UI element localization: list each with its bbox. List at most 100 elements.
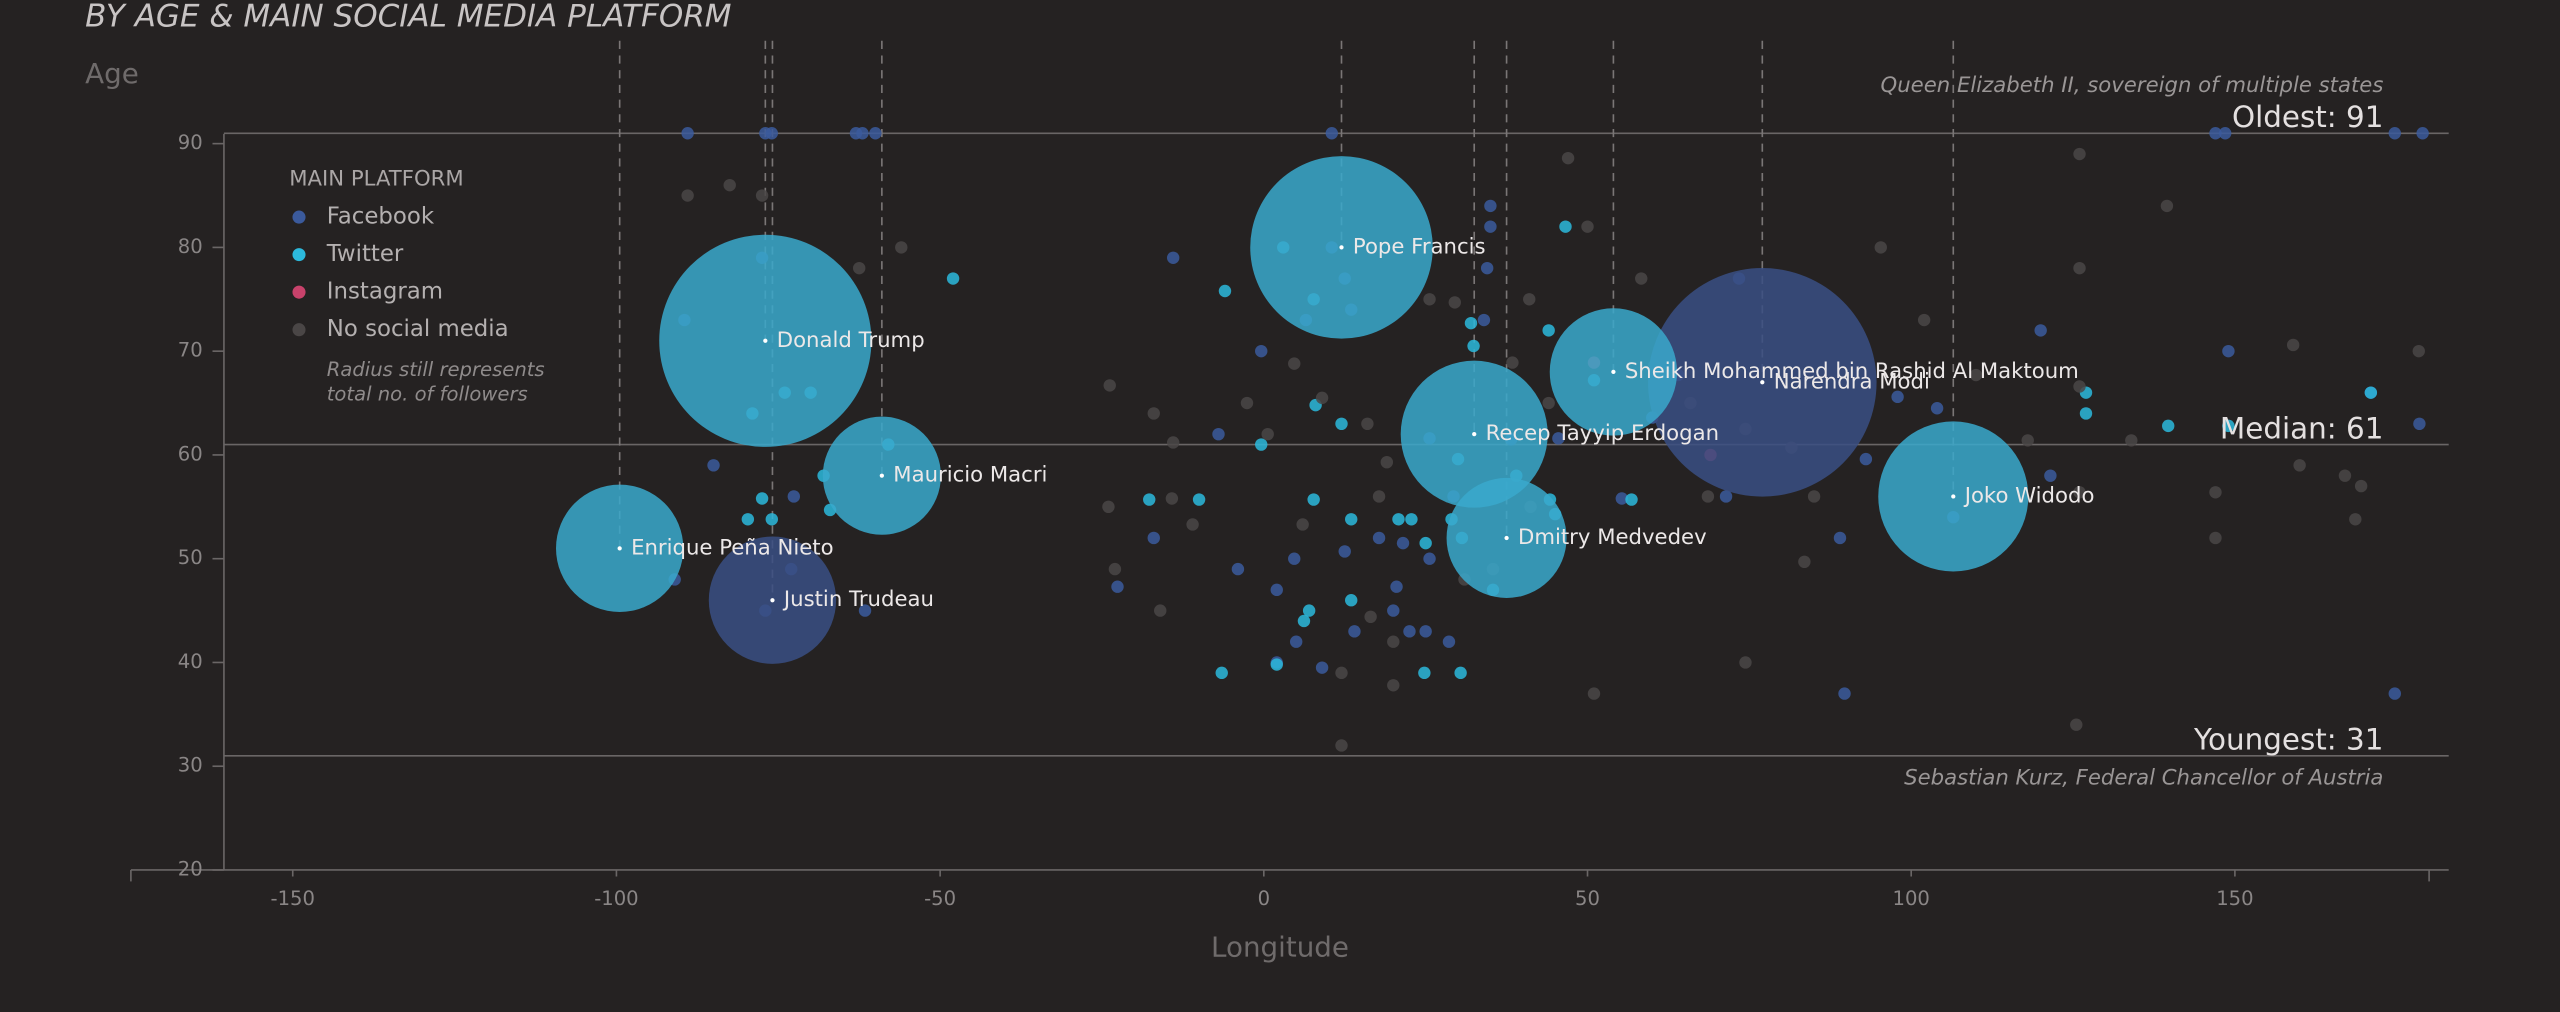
point xyxy=(1387,635,1400,648)
reference-note: Queen Elizabeth II, sovereign of multipl… xyxy=(1881,73,2384,98)
point xyxy=(1307,493,1320,506)
point xyxy=(723,178,736,192)
point xyxy=(1390,580,1403,593)
point xyxy=(1325,127,1338,140)
point xyxy=(1335,417,1348,431)
point xyxy=(1838,687,1851,700)
point xyxy=(1166,251,1180,264)
point xyxy=(2222,419,2235,433)
point xyxy=(2034,324,2047,337)
point xyxy=(1297,614,1311,628)
leader-center xyxy=(1339,245,1344,250)
point xyxy=(1387,604,1400,617)
point xyxy=(1969,368,1983,382)
legend-label: Facebook xyxy=(327,204,435,230)
point xyxy=(1403,625,1416,638)
point xyxy=(1255,438,1268,451)
point xyxy=(1581,220,1594,233)
legend-swatch xyxy=(292,210,306,224)
point xyxy=(2349,513,2362,526)
point xyxy=(765,127,779,140)
point xyxy=(2079,407,2093,420)
leader-center xyxy=(770,598,775,603)
x-tick-label: -100 xyxy=(594,887,638,910)
point xyxy=(1186,518,1199,531)
point xyxy=(1166,436,1180,449)
point xyxy=(1108,562,1122,576)
point xyxy=(946,272,960,285)
leader-label: Mauricio Macri xyxy=(893,463,1047,488)
point xyxy=(1859,452,1873,466)
point xyxy=(1807,490,1821,503)
leader-label: Pope Francis xyxy=(1353,234,1486,259)
point xyxy=(2021,434,2034,447)
x-tick-label: 0 xyxy=(1258,887,1270,910)
point xyxy=(858,604,872,617)
point xyxy=(1302,604,1316,617)
leader-label: Enrique Peña Nieto xyxy=(631,535,833,560)
point xyxy=(1296,518,1309,531)
leader-label: Justin Trudeau xyxy=(782,587,934,612)
point xyxy=(856,127,869,140)
point xyxy=(1523,293,1536,306)
point xyxy=(1448,296,1461,309)
point xyxy=(765,513,779,526)
point xyxy=(1405,513,1418,526)
point xyxy=(1917,313,1931,327)
point xyxy=(1542,396,1555,410)
x-tick-label: 150 xyxy=(2216,887,2253,910)
point xyxy=(1364,610,1377,624)
point xyxy=(2354,479,2368,493)
x-tick-label: -50 xyxy=(924,887,956,910)
legend-label: Twitter xyxy=(326,241,404,267)
point xyxy=(869,127,882,140)
point xyxy=(1552,432,1565,445)
legend-swatch xyxy=(292,248,306,262)
y-tick-label: 20 xyxy=(178,857,203,880)
point xyxy=(2338,469,2352,482)
point xyxy=(2070,718,2083,731)
point xyxy=(1154,604,1167,617)
point xyxy=(1798,555,1811,569)
point xyxy=(755,492,769,505)
point xyxy=(1315,391,1329,405)
legend-note: total no. of followers xyxy=(327,383,528,406)
point xyxy=(1387,679,1400,692)
point xyxy=(2388,127,2402,140)
reference-label: Oldest: 91 xyxy=(2232,100,2383,134)
y-tick-label: 30 xyxy=(178,754,203,777)
point xyxy=(1442,635,1456,648)
y-tick-label: 60 xyxy=(178,442,203,465)
point xyxy=(681,189,694,202)
point xyxy=(1891,390,1904,404)
point xyxy=(1615,492,1629,505)
point xyxy=(1212,427,1225,441)
leader-center xyxy=(1611,369,1616,375)
point xyxy=(1418,666,1431,680)
point xyxy=(1635,272,1648,285)
leader-center xyxy=(1472,432,1477,437)
point xyxy=(1477,313,1491,327)
point xyxy=(2222,344,2235,358)
legend-title: MAIN PLATFORM xyxy=(289,167,463,192)
leader-center xyxy=(1760,380,1765,385)
point xyxy=(2209,127,2222,140)
point xyxy=(1484,199,1497,213)
chart-title: BY AGE & MAIN SOCIAL MEDIA PLATFORM xyxy=(85,0,731,34)
point xyxy=(1192,493,1206,506)
y-axis-title: Age xyxy=(85,57,139,90)
point xyxy=(1506,356,1519,369)
point xyxy=(1423,293,1436,306)
point xyxy=(1392,513,1405,526)
point xyxy=(1396,536,1410,550)
point xyxy=(1542,324,1555,337)
point xyxy=(1559,220,1572,233)
point xyxy=(1289,635,1303,648)
leader-label: Narendra Modi xyxy=(1774,369,1930,394)
point xyxy=(1701,490,1715,503)
point xyxy=(2286,338,2300,352)
point xyxy=(1240,396,1254,410)
point xyxy=(1625,493,1638,506)
point xyxy=(707,459,720,472)
